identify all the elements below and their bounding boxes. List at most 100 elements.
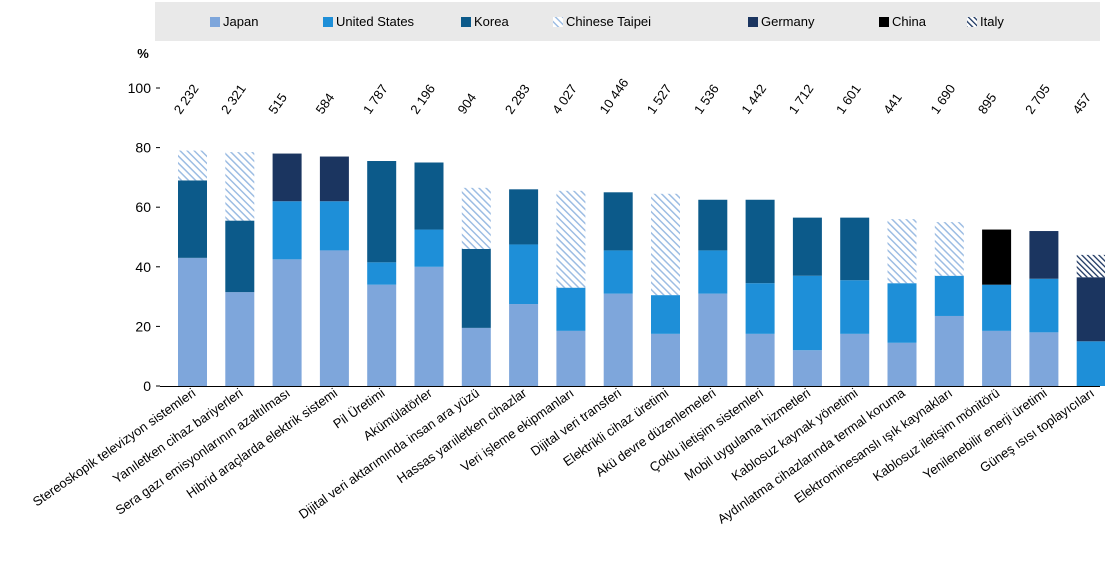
legend-background: [155, 2, 1100, 41]
bar-segment-japan: [225, 292, 255, 386]
total-label: 1 690: [927, 81, 958, 116]
legend-swatch-china: [879, 17, 889, 27]
bar-segment-united-states: [367, 262, 397, 285]
total-label: 2 705: [1022, 81, 1053, 116]
y-axis-unit-label: %: [137, 46, 149, 61]
y-tick-label: 60: [135, 199, 151, 215]
legend-swatch-korea: [461, 17, 471, 27]
total-label: 1 536: [691, 81, 722, 116]
legend: Japan United States Korea Chinese Taipei Ger…: [210, 14, 1004, 29]
bar-segment-korea: [178, 180, 207, 258]
bar-segment-united-states: [1029, 278, 1059, 333]
bar-segment-united-states: [982, 284, 1012, 331]
bar-segment-korea: [792, 217, 822, 276]
bar-segment-japan: [272, 259, 302, 386]
bar-segment-japan: [745, 333, 775, 386]
legend-label-japan: Japan: [223, 14, 258, 29]
bars: [178, 150, 1105, 386]
total-label: 1 527: [644, 81, 675, 116]
legend-swatch-germany: [748, 17, 758, 27]
bar-segment-japan: [698, 293, 728, 386]
bar-segment-japan: [982, 330, 1012, 386]
legend-swatch-japan: [210, 17, 220, 27]
bar-segment-germany: [1076, 277, 1105, 342]
y-tick-label: 100: [128, 80, 152, 96]
bar-segment-united-states: [745, 283, 775, 334]
legend-swatch-united-states: [323, 17, 333, 27]
bar-segment-chinese-taipei: [651, 193, 680, 296]
bar-segment-japan: [840, 333, 870, 386]
x-axis-labels: Stereoskopik televizyon sistemleriYanıle…: [30, 385, 1097, 527]
total-label: 1 712: [786, 81, 817, 116]
total-label: 457: [1069, 90, 1094, 116]
bar-segment-japan: [414, 266, 444, 386]
bar-segment-korea: [745, 199, 775, 284]
y-tick-label: 0: [143, 378, 151, 394]
bar-segment-japan: [651, 333, 680, 386]
bar-segment-germany: [272, 153, 302, 202]
y-tick-label: 20: [135, 318, 151, 334]
bar-segment-japan: [178, 257, 207, 386]
bar-segment-chinese-taipei: [934, 222, 964, 276]
bar-segment-united-states: [840, 280, 870, 334]
total-label: 895: [975, 90, 1000, 116]
bar-segment-united-states: [887, 283, 917, 343]
bar-segment-united-states: [272, 201, 302, 260]
bar-segment-korea: [461, 248, 491, 328]
bar-segment-japan: [461, 327, 491, 386]
bar-segment-japan: [1029, 332, 1059, 386]
total-labels: 2 232 2 321 515 584 1 787 2 196 904 2 283 4 027 1…: [171, 76, 1094, 117]
bar-segment-united-states: [698, 250, 728, 294]
legend-swatch-italy: [967, 17, 977, 27]
total-label: 584: [313, 90, 338, 116]
bar-segment-korea: [840, 217, 870, 281]
x-tick-label: Sera gazı emisyonlarının azaltılması: [113, 385, 293, 517]
bar-segment-japan: [934, 315, 964, 386]
total-label: 515: [265, 90, 290, 116]
legend-label-united-states: United States: [336, 14, 415, 29]
bar-segment-chinese-taipei: [178, 150, 207, 181]
legend-swatch-chinese-taipei: [553, 17, 563, 27]
bar-segment-chinese-taipei: [461, 187, 491, 249]
legend-label-chinese-taipei: Chinese Taipei: [566, 14, 651, 29]
total-label: 4 027: [549, 81, 580, 116]
bar-segment-china: [982, 229, 1012, 285]
bar-segment-chinese-taipei: [225, 152, 255, 221]
total-label: 1 787: [360, 81, 391, 116]
bar-segment-united-states: [319, 201, 349, 251]
bar-segment-korea: [509, 189, 539, 245]
bar-segment-korea: [414, 162, 444, 230]
bar-segment-united-states: [556, 287, 586, 331]
total-label: 2 321: [218, 81, 249, 116]
bar-segment-united-states: [414, 229, 444, 267]
bar-segment-united-states: [1076, 341, 1105, 386]
bar-segment-united-states: [509, 244, 539, 305]
total-label: 2 283: [502, 81, 533, 116]
bar-segment-chinese-taipei: [556, 190, 586, 288]
bar-segment-japan: [509, 304, 539, 386]
bar-segment-korea: [367, 161, 397, 263]
bar-segment-korea: [603, 192, 633, 251]
total-label: 2 196: [407, 81, 438, 116]
legend-label-korea: Korea: [474, 14, 509, 29]
total-label: 10 446: [596, 76, 631, 117]
legend-label-china: China: [892, 14, 927, 29]
total-label: 441: [880, 90, 905, 116]
bar-segment-korea: [225, 220, 255, 293]
total-label: 2 232: [171, 81, 202, 116]
y-tick-label: 80: [135, 140, 151, 156]
legend-label-germany: Germany: [761, 14, 815, 29]
total-label: 904: [454, 90, 479, 116]
bar-segment-japan: [792, 350, 822, 386]
bar-segment-united-states: [603, 250, 633, 294]
bar-segment-japan: [887, 342, 917, 386]
bar-segment-japan: [367, 284, 397, 386]
bar-segment-united-states: [934, 275, 964, 316]
legend-label-italy: Italy: [980, 14, 1004, 29]
bar-segment-chinese-taipei: [887, 219, 917, 284]
y-tick-label: 40: [135, 259, 151, 275]
bar-segment-united-states: [792, 275, 822, 351]
bar-segment-italy: [1076, 254, 1105, 278]
bar-segment-japan: [603, 293, 633, 386]
